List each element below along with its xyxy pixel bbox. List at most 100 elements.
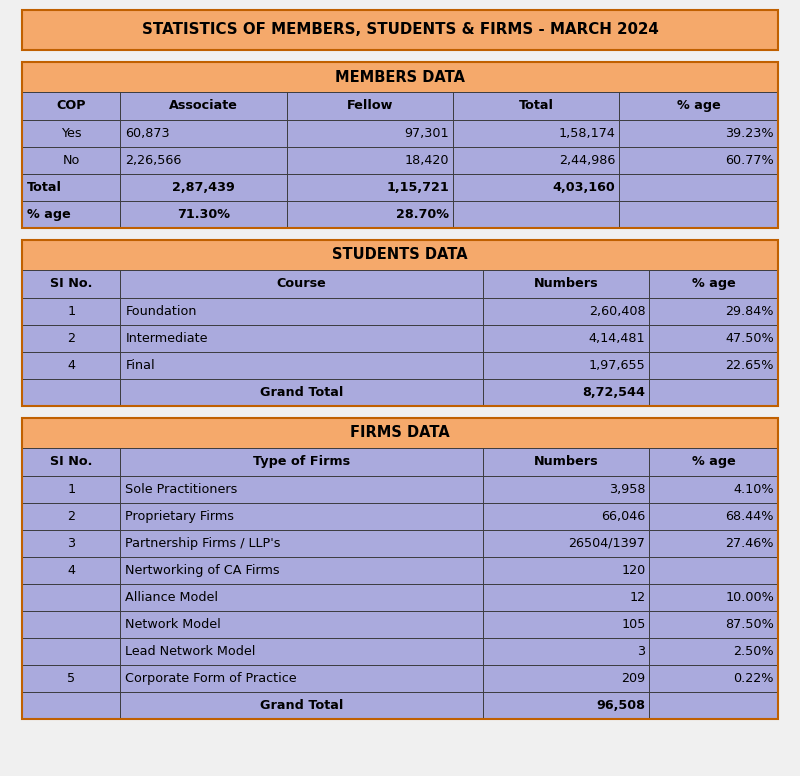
- Text: Foundation: Foundation: [126, 305, 197, 318]
- Text: 28.70%: 28.70%: [396, 208, 449, 221]
- Text: 87.50%: 87.50%: [725, 618, 774, 631]
- Bar: [120, 174, 286, 201]
- Text: 97,301: 97,301: [404, 127, 449, 140]
- Bar: [22, 418, 778, 719]
- Bar: [483, 692, 650, 719]
- Text: % age: % age: [692, 278, 736, 290]
- Bar: [483, 352, 650, 379]
- Bar: [120, 270, 483, 298]
- Text: 2,44,986: 2,44,986: [559, 154, 615, 167]
- Text: Partnership Firms / LLP's: Partnership Firms / LLP's: [126, 537, 281, 550]
- Bar: [120, 352, 483, 379]
- Bar: [120, 692, 483, 719]
- Bar: [650, 448, 778, 476]
- Bar: [483, 530, 650, 557]
- Bar: [650, 611, 778, 638]
- Text: 2.50%: 2.50%: [734, 645, 774, 658]
- Text: 1,58,174: 1,58,174: [558, 127, 615, 140]
- Text: Total: Total: [518, 99, 554, 113]
- Text: 60,873: 60,873: [126, 127, 170, 140]
- Text: Grand Total: Grand Total: [260, 699, 343, 712]
- Bar: [22, 325, 120, 352]
- Text: 10.00%: 10.00%: [725, 591, 774, 604]
- Bar: [619, 92, 778, 120]
- Bar: [22, 298, 120, 325]
- Text: 3,958: 3,958: [609, 483, 646, 496]
- Text: Proprietary Firms: Proprietary Firms: [126, 510, 234, 523]
- Bar: [483, 611, 650, 638]
- Text: STATISTICS OF MEMBERS, STUDENTS & FIRMS - MARCH 2024: STATISTICS OF MEMBERS, STUDENTS & FIRMS …: [142, 23, 658, 37]
- Text: 5: 5: [67, 672, 75, 685]
- Text: 1,97,655: 1,97,655: [589, 359, 646, 372]
- Text: COP: COP: [56, 99, 86, 113]
- Text: 1: 1: [67, 483, 75, 496]
- Text: 120: 120: [622, 564, 646, 577]
- Bar: [619, 201, 778, 228]
- Bar: [22, 692, 120, 719]
- Bar: [22, 638, 120, 665]
- Bar: [22, 530, 120, 557]
- Bar: [22, 92, 120, 120]
- Text: 96,508: 96,508: [597, 699, 646, 712]
- Text: % age: % age: [27, 208, 70, 221]
- Text: Fellow: Fellow: [346, 99, 393, 113]
- Text: Type of Firms: Type of Firms: [253, 456, 350, 469]
- Text: Yes: Yes: [61, 127, 82, 140]
- Text: Final: Final: [126, 359, 155, 372]
- Bar: [650, 638, 778, 665]
- Text: 2: 2: [67, 332, 75, 345]
- Bar: [120, 665, 483, 692]
- Text: Numbers: Numbers: [534, 278, 598, 290]
- Bar: [650, 352, 778, 379]
- Text: Alliance Model: Alliance Model: [126, 591, 218, 604]
- Text: Associate: Associate: [169, 99, 238, 113]
- Text: 26504/1397: 26504/1397: [569, 537, 646, 550]
- Text: 2,26,566: 2,26,566: [126, 154, 182, 167]
- Text: % age: % age: [692, 456, 736, 469]
- Bar: [120, 298, 483, 325]
- Text: STUDENTS DATA: STUDENTS DATA: [332, 248, 468, 262]
- Bar: [483, 270, 650, 298]
- Text: 66,046: 66,046: [602, 510, 646, 523]
- Bar: [22, 240, 778, 406]
- Bar: [120, 120, 286, 147]
- Bar: [483, 476, 650, 503]
- Bar: [22, 62, 778, 92]
- Bar: [120, 530, 483, 557]
- Bar: [120, 325, 483, 352]
- Text: 27.46%: 27.46%: [726, 537, 774, 550]
- Text: Network Model: Network Model: [126, 618, 221, 631]
- Bar: [650, 270, 778, 298]
- Text: 68.44%: 68.44%: [726, 510, 774, 523]
- Bar: [22, 503, 120, 530]
- Bar: [22, 147, 120, 174]
- Text: 209: 209: [622, 672, 646, 685]
- Text: No: No: [62, 154, 80, 167]
- Text: Corporate Form of Practice: Corporate Form of Practice: [126, 672, 297, 685]
- Bar: [453, 120, 619, 147]
- Bar: [483, 665, 650, 692]
- Bar: [22, 557, 120, 584]
- Bar: [120, 476, 483, 503]
- Text: Total: Total: [27, 181, 62, 194]
- Bar: [286, 92, 453, 120]
- Bar: [22, 418, 778, 448]
- Text: Lead Network Model: Lead Network Model: [126, 645, 256, 658]
- Bar: [650, 665, 778, 692]
- Text: Sole Practitioners: Sole Practitioners: [126, 483, 238, 496]
- Bar: [22, 665, 120, 692]
- Bar: [286, 120, 453, 147]
- Bar: [286, 174, 453, 201]
- Text: Nertworking of CA Firms: Nertworking of CA Firms: [126, 564, 280, 577]
- Bar: [22, 201, 120, 228]
- Bar: [483, 557, 650, 584]
- Text: 4: 4: [67, 564, 75, 577]
- Bar: [650, 584, 778, 611]
- Bar: [120, 557, 483, 584]
- Text: 39.23%: 39.23%: [726, 127, 774, 140]
- Bar: [453, 174, 619, 201]
- Text: 4.10%: 4.10%: [734, 483, 774, 496]
- Text: 1,15,721: 1,15,721: [386, 181, 449, 194]
- Bar: [286, 201, 453, 228]
- Text: 4,14,481: 4,14,481: [589, 332, 646, 345]
